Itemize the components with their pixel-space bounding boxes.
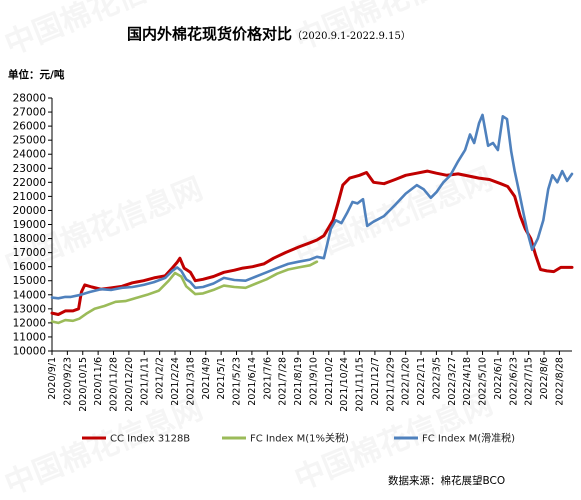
x-tick-label: 2020/12/20	[124, 357, 135, 412]
x-tick-label: 2022/8/28	[554, 357, 565, 406]
y-tick-label: 28000	[13, 93, 46, 105]
series-lines	[50, 113, 574, 325]
x-tick-label: 2021/6/14	[247, 357, 258, 406]
svg-text:中国棉花信息网: 中国棉花信息网	[290, 161, 498, 272]
x-tick-label: 2022/2/11	[416, 357, 427, 406]
unit-label: 单位：元/吨	[8, 68, 65, 81]
x-tick-label: 2020/9/1	[47, 357, 58, 400]
x-tick-label: 2021/12/7	[370, 357, 381, 406]
svg-text:中国棉花信息网: 中国棉花信息网	[0, 391, 208, 500]
y-tick-label: 19000	[13, 219, 46, 231]
x-tick-label: 2022/7/15	[524, 357, 535, 406]
x-tick-label: 2022/4/18	[462, 357, 473, 406]
x-tick-label: 2022/5/10	[478, 357, 489, 406]
x-tick-label: 2021/5/1	[216, 357, 227, 400]
legend-label-1: CC Index 3128B	[110, 434, 190, 445]
x-tick-label: 2022/6/1	[493, 357, 504, 400]
y-tick-label: 20000	[13, 205, 46, 217]
y-axis: 10000 11000 12000 13000 14000 15000 16000 17000…	[13, 93, 53, 358]
y-tick-label: 17000	[13, 247, 46, 259]
y-tick-label: 24000	[13, 149, 46, 161]
y-tick-label: 22000	[13, 177, 46, 189]
x-tick-label: 2020/11/6	[93, 357, 104, 406]
y-tick-label: 16000	[13, 261, 46, 273]
x-tick-label: 2022/3/5	[431, 357, 442, 400]
x-tick-label: 2021/10/2	[324, 357, 335, 406]
x-tick-label: 2021/1/11	[139, 357, 150, 406]
x-tick-label: 2021/10/24	[339, 357, 350, 412]
x-tick-label: 2021/3/18	[185, 357, 196, 406]
x-tick-label: 2021/4/9	[201, 357, 212, 400]
x-tick-label: 2021/11/15	[355, 357, 366, 412]
x-tick-label: 2020/9/23	[62, 357, 73, 406]
y-tick-label: 27000	[13, 107, 46, 119]
x-axis: 2020/9/1 2020/9/23 2020/10/15 2020/11/6 2020…	[47, 350, 572, 412]
source-note: 数据来源：棉花展望BCO	[388, 474, 505, 487]
y-tick-label: 11000	[13, 331, 46, 343]
y-tick-label: 18000	[13, 233, 46, 245]
y-tick-label: 23000	[13, 163, 46, 175]
y-tick-label: 10000	[13, 346, 46, 358]
y-tick-label: 15000	[13, 275, 46, 287]
series-line-1	[50, 169, 574, 316]
series-line-3	[50, 113, 574, 300]
y-tick-label: 26000	[13, 121, 46, 133]
x-tick-label: 2021/12/29	[385, 357, 396, 412]
y-tick-label: 13000	[13, 303, 46, 315]
x-tick-label: 2022/3/27	[447, 357, 458, 406]
x-tick-label: 2021/9/10	[308, 357, 319, 406]
x-tick-label: 2021/7/6	[262, 357, 273, 400]
x-tick-label: 2021/5/23	[232, 357, 243, 406]
x-tick-label: 2021/7/28	[278, 357, 289, 406]
x-tick-label: 2021/2/2	[155, 357, 166, 400]
x-tick-label: 2021/8/19	[293, 357, 304, 406]
chart-title: 国内外棉花现货价格对比（2020.9.1-2022.9.15）	[127, 25, 411, 43]
x-tick-label: 2022/1/20	[401, 357, 412, 406]
x-tick-label: 2022/6/23	[508, 357, 519, 406]
legend: CC Index 3128B FC Index M(1%关税) FC Index M…	[82, 432, 515, 445]
x-tick-label: 2020/11/28	[109, 357, 120, 412]
x-tick-label: 2021/2/24	[170, 357, 181, 406]
y-tick-label: 12000	[13, 317, 46, 329]
x-tick-label: 2020/10/15	[78, 357, 89, 412]
series-line-2	[50, 260, 319, 325]
legend-label-3: FC Index M(滑准税)	[422, 432, 515, 445]
y-tick-label: 25000	[13, 135, 46, 147]
x-tick-label: 2022/8/6	[539, 357, 550, 400]
watermark: 中国棉花信息网 中国棉花信息网 中国棉花信息网 中国棉花信息网 中国棉花信息网 …	[0, 0, 498, 500]
y-tick-label: 14000	[13, 289, 46, 301]
svg-text:中国棉花信息网: 中国棉花信息网	[290, 0, 498, 57]
legend-label-2: FC Index M(1%关税)	[250, 432, 349, 445]
y-tick-label: 21000	[13, 191, 46, 203]
